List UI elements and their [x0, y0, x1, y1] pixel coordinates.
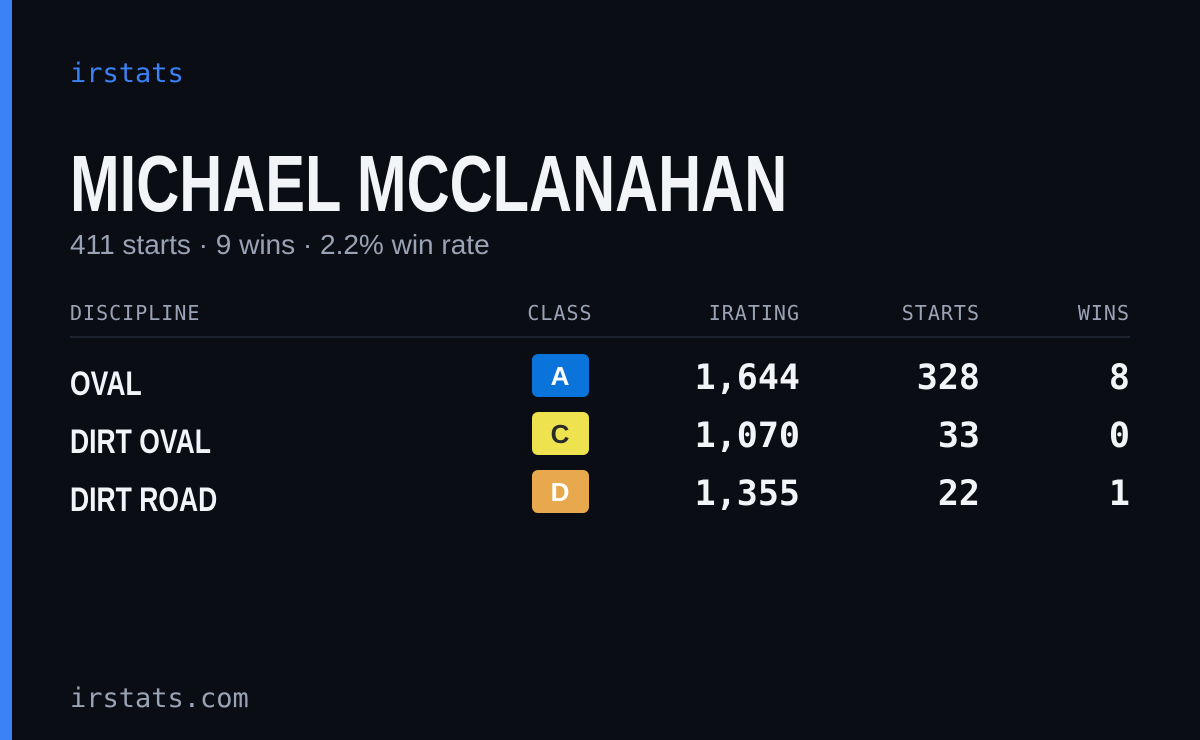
column-header: DISCIPLINE [70, 301, 200, 325]
discipline: DIRT ROAD [70, 481, 217, 519]
discipline: OVAL [70, 365, 142, 403]
class-letter: A [551, 361, 570, 391]
column-header: CLASS [527, 301, 592, 325]
starts: 33 [938, 416, 980, 456]
class-badge [532, 412, 589, 455]
class-badge [532, 470, 589, 513]
wins: 8 [1109, 358, 1130, 398]
brand: irstats [70, 58, 184, 89]
wins: 0 [1109, 416, 1130, 456]
column-header: STARTS [902, 301, 980, 325]
irating: 1,070 [695, 416, 800, 456]
footer: irstats.com [70, 683, 249, 714]
column-header: IRATING [709, 301, 800, 325]
starts: 328 [917, 358, 980, 398]
class-letter: D [551, 477, 570, 507]
discipline: DIRT OVAL [70, 423, 211, 461]
accent-stripe [0, 0, 12, 740]
driver-name: MICHAEL MCCLANAHAN [70, 138, 787, 228]
summary: 411 starts · 9 wins · 2.2% win rate [70, 229, 490, 260]
starts: 22 [938, 474, 980, 514]
class-letter: C [551, 419, 570, 449]
class-badge [532, 354, 589, 397]
irating: 1,355 [695, 474, 800, 514]
irating: 1,644 [695, 358, 800, 398]
wins: 1 [1109, 474, 1130, 514]
column-header: WINS [1078, 301, 1130, 325]
